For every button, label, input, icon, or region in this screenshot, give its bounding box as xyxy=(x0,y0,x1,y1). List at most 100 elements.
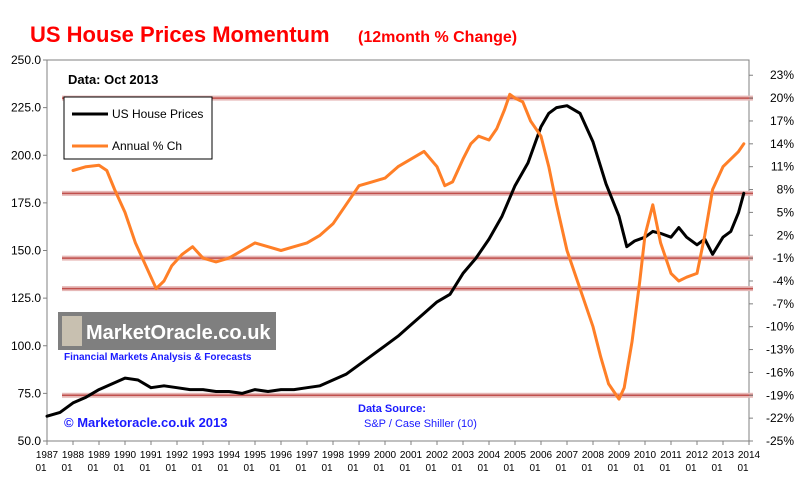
right-tick-label: 8% xyxy=(777,183,795,197)
x-tick-month: 01 xyxy=(659,463,671,474)
right-tick-label: 14% xyxy=(770,137,794,151)
left-axis-ticks: 50.0 75.0 100.0 125.0 150.0 175.0 200.0 225.0 25… xyxy=(11,53,47,448)
x-tick-month: 01 xyxy=(347,463,359,474)
legend-label-annual-change: Annual % Ch xyxy=(112,139,182,153)
x-tick-year: 2008 xyxy=(582,450,605,461)
x-tick-year: 2009 xyxy=(608,450,631,461)
x-tick-year: 2002 xyxy=(426,450,449,461)
house-prices-line xyxy=(45,104,746,418)
x-tick-year: 1998 xyxy=(322,450,345,461)
x-tick-year: 1989 xyxy=(88,450,111,461)
chart-subtitle: (12month % Change) xyxy=(358,29,517,46)
x-tick-year: 1992 xyxy=(166,450,189,461)
left-tick-label: 225.0 xyxy=(11,101,41,115)
right-tick-label: -7% xyxy=(773,297,795,311)
x-tick-year: 2007 xyxy=(556,450,579,461)
x-tick-month: 01 xyxy=(607,463,619,474)
x-tick-year: 2000 xyxy=(374,450,397,461)
right-tick-label: 17% xyxy=(770,114,794,128)
x-tick-year: 2012 xyxy=(686,450,709,461)
source-label: Data Source: xyxy=(358,403,426,415)
left-tick-label: 75.0 xyxy=(18,386,42,400)
x-tick-month: 01 xyxy=(555,463,567,474)
copyright: © Marketoracle.co.uk 2013 xyxy=(64,415,228,430)
x-tick-year: 2006 xyxy=(530,450,553,461)
x-tick-month: 01 xyxy=(425,463,437,474)
x-tick-month: 01 xyxy=(269,463,281,474)
right-tick-label: -25% xyxy=(766,434,794,448)
x-axis-ticks: 1987011988011989011990011991011992011993… xyxy=(35,441,761,474)
legend: US House Prices Annual % Ch xyxy=(63,96,213,160)
left-tick-label: 175.0 xyxy=(11,196,41,210)
reference-lines xyxy=(62,95,753,398)
x-tick-year: 1993 xyxy=(192,450,215,461)
x-tick-month: 01 xyxy=(113,463,125,474)
x-tick-year: 2005 xyxy=(504,450,527,461)
right-tick-label: -16% xyxy=(766,365,794,379)
x-tick-month: 01 xyxy=(217,463,229,474)
x-tick-month: 01 xyxy=(35,463,47,474)
source-value: S&P / Case Shiller (10) xyxy=(364,418,477,430)
x-tick-month: 01 xyxy=(321,463,333,474)
x-tick-year: 2010 xyxy=(634,450,657,461)
series-layer xyxy=(45,92,746,418)
right-tick-label: -4% xyxy=(773,274,795,288)
x-tick-year: 2003 xyxy=(452,450,475,461)
x-tick-month: 01 xyxy=(87,463,99,474)
legend-label-house-prices: US House Prices xyxy=(112,107,203,121)
x-tick-year: 2001 xyxy=(400,450,423,461)
right-tick-label: 11% xyxy=(771,160,794,174)
x-tick-month: 01 xyxy=(711,463,723,474)
right-tick-label: -22% xyxy=(766,411,794,425)
x-tick-month: 01 xyxy=(633,463,645,474)
right-tick-label: 2% xyxy=(777,228,795,242)
right-tick-label: 5% xyxy=(777,205,795,219)
logo: MarketOracle.co.uk Financial Markets Ana… xyxy=(58,312,276,364)
chart-title: US House Prices Momentum xyxy=(30,22,330,47)
x-tick-month: 01 xyxy=(451,463,463,474)
right-tick-label: 20% xyxy=(770,91,794,105)
right-tick-label: -10% xyxy=(766,320,794,334)
x-tick-month: 01 xyxy=(139,463,151,474)
right-tick-label: 23% xyxy=(770,68,794,82)
left-tick-label: 100.0 xyxy=(11,339,41,353)
x-tick-year: 2004 xyxy=(478,450,501,461)
right-tick-label: -13% xyxy=(766,343,794,357)
x-tick-month: 01 xyxy=(529,463,541,474)
x-tick-month: 01 xyxy=(191,463,203,474)
right-tick-label: -19% xyxy=(766,388,794,402)
x-tick-month: 01 xyxy=(295,463,307,474)
x-tick-year: 2011 xyxy=(660,450,682,461)
x-tick-month: 01 xyxy=(503,463,515,474)
x-tick-month: 01 xyxy=(243,463,255,474)
right-tick-label: -1% xyxy=(773,251,795,265)
left-tick-label: 50.0 xyxy=(18,434,42,448)
x-tick-year: 1997 xyxy=(296,450,319,461)
x-tick-year: 1999 xyxy=(348,450,371,461)
data-note: Data: Oct 2013 xyxy=(68,72,158,87)
x-tick-year: 2013 xyxy=(712,450,735,461)
x-tick-year: 1987 xyxy=(36,450,59,461)
x-tick-month: 01 xyxy=(737,463,749,474)
legend-box xyxy=(63,96,213,160)
left-tick-label: 150.0 xyxy=(11,244,41,258)
x-tick-year: 1996 xyxy=(270,450,293,461)
left-tick-label: 125.0 xyxy=(11,291,41,305)
x-tick-year: 1994 xyxy=(218,450,241,461)
left-tick-label: 200.0 xyxy=(11,148,41,162)
x-tick-month: 01 xyxy=(685,463,697,474)
annual-change-line xyxy=(71,92,746,401)
logo-background xyxy=(58,312,276,350)
x-tick-month: 01 xyxy=(373,463,385,474)
x-tick-month: 01 xyxy=(477,463,489,474)
x-tick-month: 01 xyxy=(399,463,411,474)
left-tick-label: 250.0 xyxy=(11,53,41,67)
logo-name: MarketOracle.co.uk xyxy=(86,322,271,344)
x-tick-month: 01 xyxy=(165,463,177,474)
logo-tagline: Financial Markets Analysis & Forecasts xyxy=(64,352,252,363)
x-tick-year: 1991 xyxy=(140,450,163,461)
x-tick-month: 01 xyxy=(61,463,73,474)
logo-tagline-background xyxy=(58,350,276,364)
x-tick-year: 1988 xyxy=(62,450,85,461)
